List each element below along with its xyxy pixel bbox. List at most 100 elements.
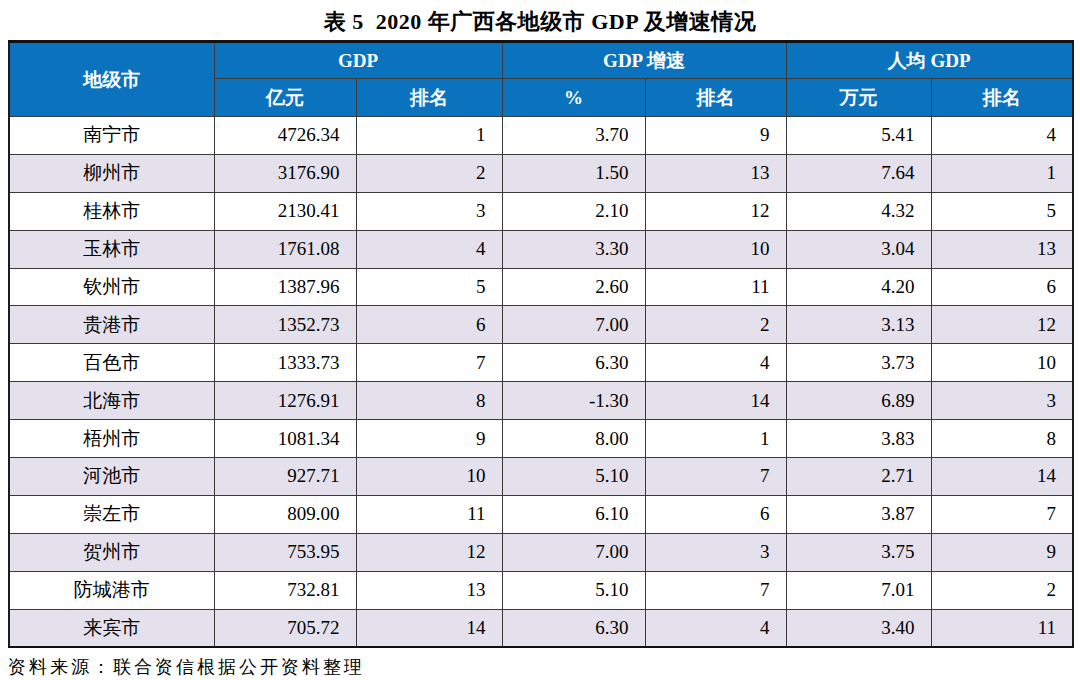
- per-capita-rank-cell: 9: [931, 533, 1073, 571]
- source-note: 资料来源：联合资信根据公开资料整理: [8, 655, 1080, 679]
- gdp-cell: 1761.08: [214, 230, 356, 268]
- city-cell: 河池市: [9, 458, 214, 496]
- city-cell: 贵港市: [9, 306, 214, 344]
- gdp-cell: 732.81: [214, 571, 356, 609]
- city-cell: 防城港市: [9, 571, 214, 609]
- table-body: 南宁市4726.3413.7095.414柳州市3176.9021.50137.…: [9, 117, 1073, 647]
- per-capita-cell: 6.89: [786, 382, 931, 420]
- per-capita-rank-cell: 4: [931, 117, 1073, 155]
- per-capita-rank-cell: 2: [931, 571, 1073, 609]
- growth-rank-cell: 2: [645, 306, 786, 344]
- table-row: 南宁市4726.3413.7095.414: [9, 117, 1073, 155]
- gdp-cell: 4726.34: [214, 117, 356, 155]
- table-row: 河池市927.71105.1072.7114: [9, 458, 1073, 496]
- per-capita-rank-cell: 6: [931, 268, 1073, 306]
- header-growth-unit: %: [502, 79, 645, 117]
- table-row: 玉林市1761.0843.30103.0413: [9, 230, 1073, 268]
- gdp-rank-cell: 9: [356, 420, 502, 458]
- growth-rank-cell: 4: [645, 609, 786, 647]
- per-capita-rank-cell: 11: [931, 609, 1073, 647]
- per-capita-cell: 3.75: [786, 533, 931, 571]
- growth-cell: 5.10: [502, 458, 645, 496]
- city-cell: 柳州市: [9, 154, 214, 192]
- header-gdp-rank: 排名: [356, 79, 502, 117]
- per-capita-rank-cell: 14: [931, 458, 1073, 496]
- per-capita-rank-cell: 13: [931, 230, 1073, 268]
- per-capita-cell: 3.73: [786, 344, 931, 382]
- per-capita-rank-cell: 1: [931, 154, 1073, 192]
- per-capita-rank-cell: 7: [931, 495, 1073, 533]
- gdp-cell: 1333.73: [214, 344, 356, 382]
- table-title: 表 5 2020 年广西各地级市 GDP 及增速情况: [0, 0, 1080, 40]
- gdp-cell: 1387.96: [214, 268, 356, 306]
- gdp-rank-cell: 3: [356, 192, 502, 230]
- gdp-cell: 705.72: [214, 609, 356, 647]
- growth-cell: 6.30: [502, 609, 645, 647]
- table-row: 崇左市809.00116.1063.877: [9, 495, 1073, 533]
- gdp-rank-cell: 7: [356, 344, 502, 382]
- per-capita-cell: 3.87: [786, 495, 931, 533]
- header-group-gdp-growth: GDP 增速: [502, 42, 786, 79]
- growth-rank-cell: 11: [645, 268, 786, 306]
- growth-rank-cell: 3: [645, 533, 786, 571]
- city-cell: 南宁市: [9, 117, 214, 155]
- gdp-cell: 927.71: [214, 458, 356, 496]
- header-group-per-capita-gdp: 人均 GDP: [786, 42, 1073, 79]
- per-capita-cell: 3.13: [786, 306, 931, 344]
- gdp-rank-cell: 14: [356, 609, 502, 647]
- table-row: 梧州市1081.3498.0013.838: [9, 420, 1073, 458]
- growth-cell: 7.00: [502, 533, 645, 571]
- table-header: 地级市 GDP GDP 增速 人均 GDP 亿元 排名 % 排名 万元 排名: [9, 42, 1073, 117]
- gdp-cell: 809.00: [214, 495, 356, 533]
- gdp-rank-cell: 6: [356, 306, 502, 344]
- gdp-rank-cell: 1: [356, 117, 502, 155]
- gdp-cell: 753.95: [214, 533, 356, 571]
- growth-cell: 3.70: [502, 117, 645, 155]
- header-per-capita-unit: 万元: [786, 79, 931, 117]
- gdp-rank-cell: 5: [356, 268, 502, 306]
- header-group-gdp: GDP: [214, 42, 502, 79]
- growth-rank-cell: 1: [645, 420, 786, 458]
- growth-rank-cell: 7: [645, 571, 786, 609]
- table-row: 北海市1276.918-1.30146.893: [9, 382, 1073, 420]
- gdp-cell: 1276.91: [214, 382, 356, 420]
- city-cell: 钦州市: [9, 268, 214, 306]
- city-cell: 玉林市: [9, 230, 214, 268]
- gdp-rank-cell: 10: [356, 458, 502, 496]
- gdp-rank-cell: 8: [356, 382, 502, 420]
- growth-rank-cell: 10: [645, 230, 786, 268]
- growth-rank-cell: 12: [645, 192, 786, 230]
- growth-rank-cell: 14: [645, 382, 786, 420]
- gdp-rank-cell: 13: [356, 571, 502, 609]
- header-city: 地级市: [9, 42, 214, 117]
- per-capita-cell: 4.20: [786, 268, 931, 306]
- table-row: 贺州市753.95127.0033.759: [9, 533, 1073, 571]
- growth-rank-cell: 4: [645, 344, 786, 382]
- per-capita-cell: 7.64: [786, 154, 931, 192]
- growth-cell: 6.10: [502, 495, 645, 533]
- per-capita-cell: 4.32: [786, 192, 931, 230]
- gdp-table: 地级市 GDP GDP 增速 人均 GDP 亿元 排名 % 排名 万元 排名 南…: [8, 40, 1074, 648]
- per-capita-rank-cell: 12: [931, 306, 1073, 344]
- per-capita-rank-cell: 5: [931, 192, 1073, 230]
- header-per-capita-rank: 排名: [931, 79, 1073, 117]
- growth-rank-cell: 7: [645, 458, 786, 496]
- growth-cell: 8.00: [502, 420, 645, 458]
- per-capita-cell: 3.83: [786, 420, 931, 458]
- table-row: 桂林市2130.4132.10124.325: [9, 192, 1073, 230]
- city-cell: 贺州市: [9, 533, 214, 571]
- city-cell: 百色市: [9, 344, 214, 382]
- table-row: 钦州市1387.9652.60114.206: [9, 268, 1073, 306]
- growth-cell: 7.00: [502, 306, 645, 344]
- per-capita-rank-cell: 3: [931, 382, 1073, 420]
- per-capita-cell: 2.71: [786, 458, 931, 496]
- gdp-rank-cell: 12: [356, 533, 502, 571]
- per-capita-cell: 5.41: [786, 117, 931, 155]
- city-cell: 桂林市: [9, 192, 214, 230]
- table-row: 百色市1333.7376.3043.7310: [9, 344, 1073, 382]
- header-gdp-unit: 亿元: [214, 79, 356, 117]
- gdp-rank-cell: 4: [356, 230, 502, 268]
- growth-cell: 3.30: [502, 230, 645, 268]
- per-capita-rank-cell: 10: [931, 344, 1073, 382]
- header-group-row: 地级市 GDP GDP 增速 人均 GDP: [9, 42, 1073, 79]
